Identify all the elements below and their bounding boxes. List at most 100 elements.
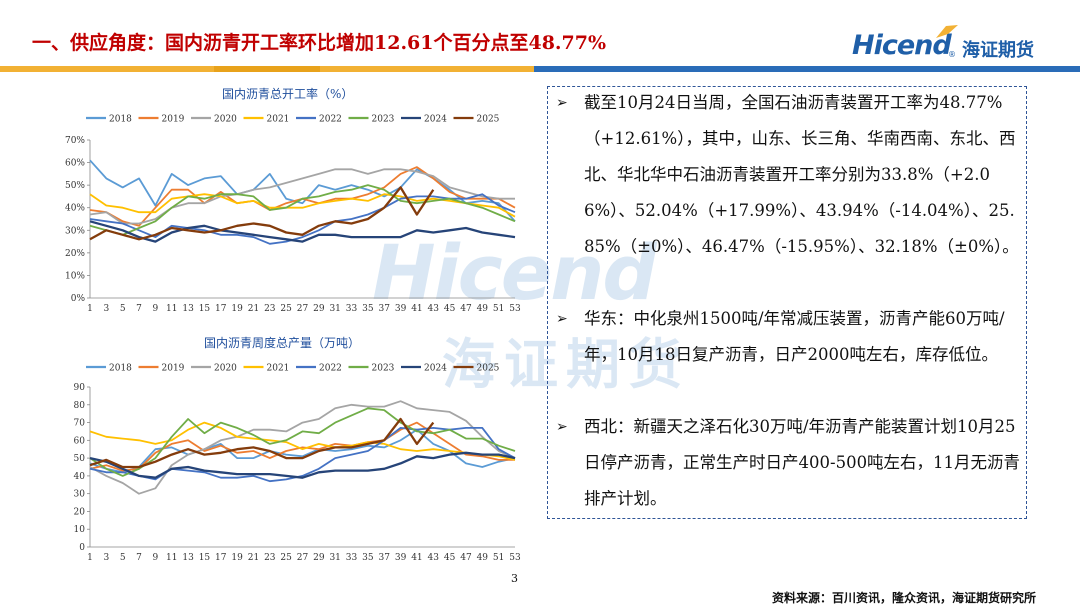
chart-operating-rate: 2018 2019 2020 2021 2022 2023 2024 2025 0% 10% 20%… [65,115,521,315]
series-line-2025 [89,417,435,469]
bullet-item: ➢ 截至10月24日当周，全国石油沥青装置开工率为48.77%（+12.61%）… [556,85,1022,265]
series-line-2024 [89,220,516,243]
x-tick-label: 13 [182,304,194,314]
x-tick-label: 15 [199,304,211,314]
x-tick-label: 45 [444,304,456,314]
chart-2-title: 国内沥青周度总产量（万吨） [204,336,361,350]
legend-label: 2022 [319,364,342,374]
x-tick-label: 51 [493,304,504,314]
y-tick-label: 40% [65,204,85,214]
header-band-segment [0,66,214,72]
y-tick-label: 90 [74,383,86,393]
x-tick-label: 45 [444,553,456,563]
x-tick-label: 1 [87,304,93,314]
x-tick-label: 9 [153,304,159,314]
x-tick-label: 19 [231,304,243,314]
x-tick-label: 29 [313,553,325,563]
bullet-text: 西北：新疆天之泽石化30万吨/年沥青产能装置计划10月25日停产沥青，正常生产时… [584,417,1021,508]
legend-label: 2025 [477,364,500,374]
x-tick-label: 33 [346,553,358,563]
legend-label: 2023 [372,115,395,125]
y-tick-label: 30 [74,490,86,500]
y-tick-label: 20 [74,507,86,517]
y-tick-label: 0% [71,294,86,304]
x-tick-label: 31 [329,553,340,563]
bullet-arrow-icon: ➢ [556,95,568,111]
logo-registered-mark: ® [948,50,956,59]
x-tick-label: 39 [395,304,407,314]
legend-label: 2024 [424,364,447,374]
legend-label: 2021 [267,364,290,374]
header-band-segment [214,66,320,72]
x-tick-label: 39 [395,553,407,563]
x-tick-label: 7 [136,553,142,563]
x-tick-label: 43 [428,304,440,314]
x-tick-label: 5 [120,304,126,314]
x-tick-label: 15 [199,553,211,563]
x-tick-label: 17 [215,304,227,314]
bullet-item: ➢ 华东：中化泉州1500吨/年常减压装置，沥青产能60万吨/年，10月18日复… [556,301,1022,373]
header-band-segment [320,66,534,72]
x-tick-label: 41 [411,553,422,563]
x-tick-label: 35 [362,304,374,314]
series-line-2019 [89,166,516,227]
page-title: 一、供应角度：国内沥青开工率环比增加12.61个百分点至48.77% [32,32,607,54]
hicend-logo: Hicend ® 海证期货 [852,24,1062,64]
bullet-item: ➢ 西北：新疆天之泽石化30万吨/年沥青产能装置计划10月25日停产沥青，正常生… [556,409,1022,517]
legend-label: 2024 [424,115,447,125]
x-tick-label: 53 [509,304,521,314]
x-tick-label: 47 [460,304,472,314]
source-note: 资料来源：百川资讯，隆众资讯，海证期货研究所 [771,591,1036,605]
y-tick-label: 10% [65,271,85,281]
x-tick-label: 1 [87,553,93,563]
legend-label: 2020 [214,115,237,125]
x-tick-label: 27 [297,304,309,314]
x-tick-label: 19 [231,553,243,563]
header-band-segment [534,66,1080,72]
page-number: 3 [511,572,518,585]
series-line-2018 [89,428,516,474]
series-line-2021 [89,193,516,218]
x-tick-label: 5 [120,553,126,563]
series-line-2024 [89,451,516,479]
logo-text-cn: 海证期货 [962,40,1034,61]
y-tick-label: 20% [65,249,85,259]
x-tick-label: 37 [379,553,391,563]
y-tick-label: 10 [74,525,86,535]
logo-flag-icon [936,25,958,38]
x-tick-label: 27 [297,553,309,563]
legend-label: 2022 [319,115,342,125]
series-line-2018 [89,159,516,222]
legend-label: 2025 [477,115,500,125]
series-line-2023 [89,184,516,236]
x-tick-label: 47 [460,553,472,563]
y-tick-label: 60 [74,436,86,446]
legend-label: 2018 [109,364,132,374]
logo-text-en: Hicend [852,30,952,61]
legend-label: 2019 [162,364,185,374]
series-line-2023 [89,407,516,477]
x-tick-label: 21 [248,553,259,563]
legend-label: 2019 [162,115,185,125]
x-tick-label: 7 [136,304,142,314]
y-tick-label: 70 [74,419,86,429]
legend-label: 2020 [214,364,237,374]
y-tick-label: 50 [74,454,86,464]
x-tick-label: 33 [346,304,358,314]
x-tick-label: 3 [103,553,109,563]
bullet-arrow-icon: ➢ [556,419,568,435]
x-tick-label: 49 [477,553,489,563]
x-tick-label: 41 [411,304,422,314]
x-tick-label: 31 [329,304,340,314]
x-tick-label: 23 [264,553,276,563]
bullet-arrow-icon: ➢ [556,311,568,327]
y-tick-label: 50% [65,181,85,191]
y-tick-label: 30% [65,226,85,236]
series-line-2025 [89,186,435,241]
series-line-2020 [89,168,515,225]
y-tick-label: 40 [74,472,86,482]
series-line-2021 [89,421,516,461]
x-tick-label: 29 [313,304,325,314]
bullet-text: 华东：中化泉州1500吨/年常减压装置，沥青产能60万吨/年，10月18日复产沥… [584,309,1005,364]
x-tick-label: 25 [280,553,292,563]
